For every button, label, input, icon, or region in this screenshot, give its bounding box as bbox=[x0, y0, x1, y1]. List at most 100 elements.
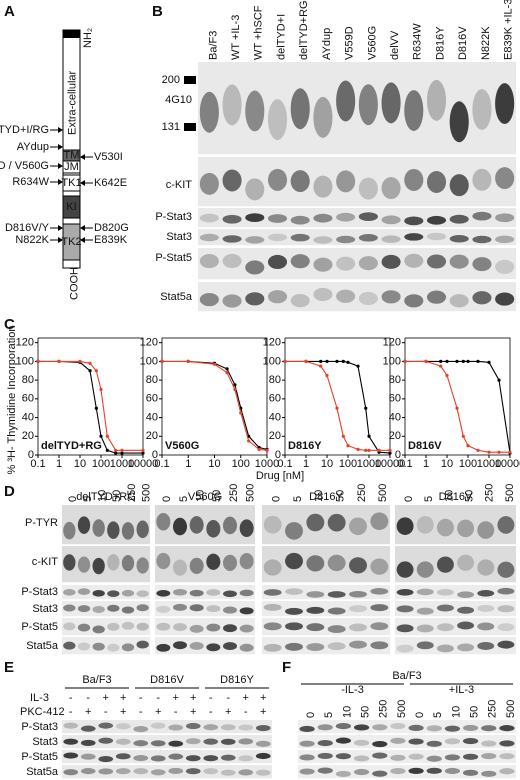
band bbox=[481, 752, 497, 760]
arrowhead bbox=[58, 144, 63, 150]
band bbox=[115, 738, 131, 745]
sign: - bbox=[69, 692, 73, 704]
band bbox=[285, 642, 303, 651]
band bbox=[472, 235, 492, 244]
mutation-label: V530I bbox=[94, 151, 123, 163]
band bbox=[426, 740, 442, 747]
extracellular-label: Extra-cellular bbox=[66, 70, 78, 135]
data-point bbox=[233, 387, 237, 392]
blot bbox=[155, 546, 255, 583]
band bbox=[444, 754, 461, 761]
sign: - bbox=[156, 692, 160, 704]
data-point bbox=[99, 434, 103, 438]
band bbox=[499, 725, 515, 732]
band bbox=[353, 724, 370, 731]
data-point bbox=[445, 373, 449, 378]
band bbox=[416, 641, 434, 650]
band bbox=[63, 738, 79, 745]
band bbox=[255, 740, 271, 747]
band bbox=[495, 83, 515, 125]
band bbox=[396, 624, 414, 633]
fit-curve bbox=[162, 360, 268, 450]
chart-title: D816V bbox=[408, 440, 442, 452]
band bbox=[156, 512, 171, 531]
data-point bbox=[455, 406, 459, 410]
x-tick-label: 1000 bbox=[110, 458, 134, 470]
lane-label: D816Y bbox=[434, 26, 446, 60]
data-point bbox=[319, 359, 323, 363]
band bbox=[107, 643, 120, 652]
band bbox=[313, 236, 333, 244]
sign: + bbox=[260, 692, 266, 704]
band bbox=[353, 755, 370, 762]
band bbox=[327, 642, 346, 651]
band bbox=[472, 257, 492, 272]
blot bbox=[395, 505, 516, 545]
band bbox=[477, 604, 495, 612]
band bbox=[77, 642, 91, 651]
band bbox=[199, 172, 219, 195]
band bbox=[327, 554, 346, 572]
band bbox=[77, 588, 91, 595]
data-point bbox=[424, 359, 428, 363]
band bbox=[77, 556, 91, 573]
x-tick-label: 0.1 bbox=[30, 458, 45, 470]
arrowhead bbox=[58, 163, 63, 169]
blot bbox=[62, 750, 272, 764]
dose-label: 10 bbox=[443, 490, 455, 502]
dose-label: 0 bbox=[271, 496, 283, 502]
band bbox=[472, 168, 492, 191]
band bbox=[136, 640, 149, 649]
lane-label: R634W bbox=[412, 23, 424, 60]
data-point bbox=[257, 447, 261, 451]
band bbox=[245, 260, 265, 275]
band bbox=[77, 516, 91, 534]
row-label: Stat3 bbox=[32, 603, 58, 615]
band bbox=[199, 254, 219, 269]
band bbox=[336, 80, 356, 122]
band bbox=[306, 606, 325, 614]
band bbox=[372, 752, 388, 759]
band bbox=[92, 590, 105, 597]
band bbox=[426, 725, 442, 732]
band bbox=[121, 621, 135, 630]
blot bbox=[155, 601, 255, 617]
dose-label: 0 bbox=[305, 712, 317, 718]
band bbox=[238, 724, 254, 731]
row-label: P-Stat3 bbox=[21, 721, 58, 733]
x-tick-label: 1 bbox=[185, 458, 191, 470]
band bbox=[436, 623, 454, 632]
lane-label: D816V bbox=[457, 26, 469, 60]
row-label: c-KIT bbox=[166, 179, 193, 191]
band bbox=[136, 557, 149, 574]
band bbox=[495, 292, 515, 306]
band bbox=[189, 589, 204, 597]
x-tick-label: 10 bbox=[74, 458, 86, 470]
blot bbox=[262, 546, 390, 583]
band bbox=[263, 643, 282, 652]
y-tick-label: 100 bbox=[16, 355, 34, 367]
band bbox=[80, 725, 96, 732]
data-point bbox=[120, 451, 124, 455]
sign: + bbox=[243, 692, 249, 704]
band bbox=[335, 770, 352, 777]
band bbox=[349, 590, 367, 598]
data-point bbox=[335, 359, 339, 363]
row-label: c-KIT bbox=[32, 556, 59, 568]
band bbox=[481, 725, 497, 732]
data-point bbox=[356, 364, 360, 368]
band bbox=[150, 722, 166, 729]
x-tick-label: 10 bbox=[321, 458, 333, 470]
band bbox=[358, 84, 378, 126]
band bbox=[222, 253, 242, 269]
x-tick-label: 1 bbox=[56, 458, 62, 470]
y-tick-label: 20 bbox=[269, 430, 281, 442]
blot bbox=[395, 546, 516, 583]
blot bbox=[395, 618, 516, 636]
dose-label: 0 bbox=[403, 496, 415, 502]
band bbox=[185, 738, 201, 745]
marker-label: 131 bbox=[162, 121, 180, 133]
band bbox=[381, 235, 401, 243]
band bbox=[317, 752, 333, 760]
row-label: P-Stat5 bbox=[21, 751, 58, 763]
